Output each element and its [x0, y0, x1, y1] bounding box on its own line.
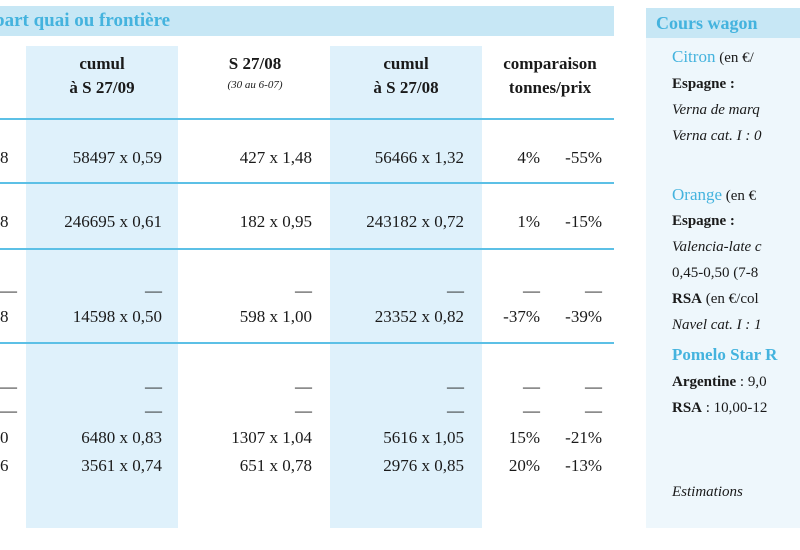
cell-s2708: 427 x 1,48 [239, 148, 312, 167]
dash-placeholder: — [145, 401, 162, 420]
cell-cumul-s2708: 243182 x 0,72 [366, 212, 464, 231]
dash-placeholder: — [523, 377, 540, 396]
cell-cumul-s2709: 6480 x 0,83 [81, 428, 162, 447]
column-header-s2708: S 27/08 (30 au 6-07) [227, 54, 283, 91]
row-fragment: 8 [0, 148, 9, 167]
cell-cumul-s2708: 2976 x 0,85 [383, 456, 464, 475]
orange-rsa: RSA (en €/col [672, 291, 759, 307]
cell-comparaison-prix: -15% [565, 212, 602, 231]
cell-comparaison-prix: -55% [565, 148, 602, 167]
cell-comparaison-tonnes: 15% [508, 428, 540, 447]
cell-cumul-s2709: 3561 x 0,74 [81, 456, 162, 475]
table-section-title: part quai ou frontière [0, 10, 171, 31]
dash-placeholder: — [0, 281, 17, 300]
citron-verna-marque: Verna de marq [672, 102, 760, 118]
citron-heading: Citron (en €/ [672, 47, 754, 66]
row-fragment: 0 [0, 428, 9, 447]
row-divider [0, 342, 614, 344]
estimations-note: Estimations [672, 484, 743, 500]
cell-cumul-s2709: 14598 x 0,50 [72, 307, 162, 326]
row-divider [0, 182, 614, 184]
wagon-prices-header: Cours wagon [646, 8, 800, 38]
pomelo-argentine: Argentine : 9,0 [672, 374, 767, 390]
cell-comparaison-prix: -21% [565, 428, 602, 447]
citron-origin: Espagne : [672, 76, 735, 92]
cell-cumul-s2709: 58497 x 0,59 [72, 148, 162, 167]
dash-placeholder: — [295, 401, 312, 420]
dash-placeholder: — [145, 281, 162, 300]
cell-comparaison-tonnes: 1% [517, 212, 540, 231]
cell-cumul-s2708: 5616 x 1,05 [383, 428, 464, 447]
cell-comparaison-tonnes: 20% [508, 456, 540, 475]
cell-s2708: 598 x 1,00 [239, 307, 312, 326]
cell-s2708: 1307 x 1,04 [231, 428, 312, 447]
orange-valencia-price: 0,45-0,50 (7-8 [672, 265, 759, 281]
dash-placeholder: — [447, 401, 464, 420]
cell-cumul-s2709: 246695 x 0,61 [64, 212, 162, 231]
cumul-column-band-1 [26, 46, 178, 528]
orange-valencia: Valencia-late c [672, 239, 762, 255]
row-divider [0, 248, 614, 250]
pomelo-heading: Pomelo Star R [672, 345, 778, 364]
column-header-cumul-s2709: cumul à S 27/09 [69, 54, 135, 97]
wagon-prices-body [646, 38, 800, 528]
table-section-header: part quai ou frontière [0, 6, 614, 36]
orange-origin: Espagne : [672, 213, 735, 229]
dash-placeholder: — [295, 281, 312, 300]
citron-verna-cat: Verna cat. I : 0 [672, 128, 762, 144]
orange-heading: Orange (en € [672, 185, 757, 204]
dash-placeholder: — [145, 377, 162, 396]
dash-placeholder: — [447, 377, 464, 396]
row-fragment: 8 [0, 307, 9, 326]
dash-placeholder: — [585, 281, 602, 300]
dash-placeholder: — [295, 377, 312, 396]
dash-placeholder: — [0, 401, 17, 420]
column-header-comparaison: comparaison tonnes/prix [503, 54, 597, 97]
dash-placeholder: — [0, 377, 17, 396]
cumul-column-band-2 [330, 46, 482, 528]
cell-comparaison-prix: -13% [565, 456, 602, 475]
cell-cumul-s2708: 56466 x 1,32 [374, 148, 464, 167]
pomelo-rsa: RSA : 10,00-12 [672, 400, 768, 416]
dash-placeholder: — [585, 377, 602, 396]
cell-s2708: 651 x 0,78 [239, 456, 312, 475]
row-fragment: 8 [0, 212, 9, 231]
cell-comparaison-tonnes: -37% [503, 307, 540, 326]
cell-cumul-s2708: 23352 x 0,82 [374, 307, 464, 326]
orange-navel: Navel cat. I : 1 [672, 317, 762, 333]
cell-s2708: 182 x 0,95 [239, 212, 312, 231]
wagon-prices-panel: Cours wagon Citron (en €/ Espagne : Vern… [646, 0, 800, 550]
column-header-cumul-s2708: cumul à S 27/08 [373, 54, 439, 97]
cell-comparaison-tonnes: 4% [517, 148, 540, 167]
row-fragment: 6 [0, 456, 9, 475]
dash-placeholder: — [523, 401, 540, 420]
dash-placeholder: — [447, 281, 464, 300]
dash-placeholder: — [523, 281, 540, 300]
dash-placeholder: — [585, 401, 602, 420]
row-divider [0, 118, 614, 120]
price-table-panel: part quai ou frontière cumul à S 27/09 S… [0, 6, 614, 528]
cell-comparaison-prix: -39% [565, 307, 602, 326]
